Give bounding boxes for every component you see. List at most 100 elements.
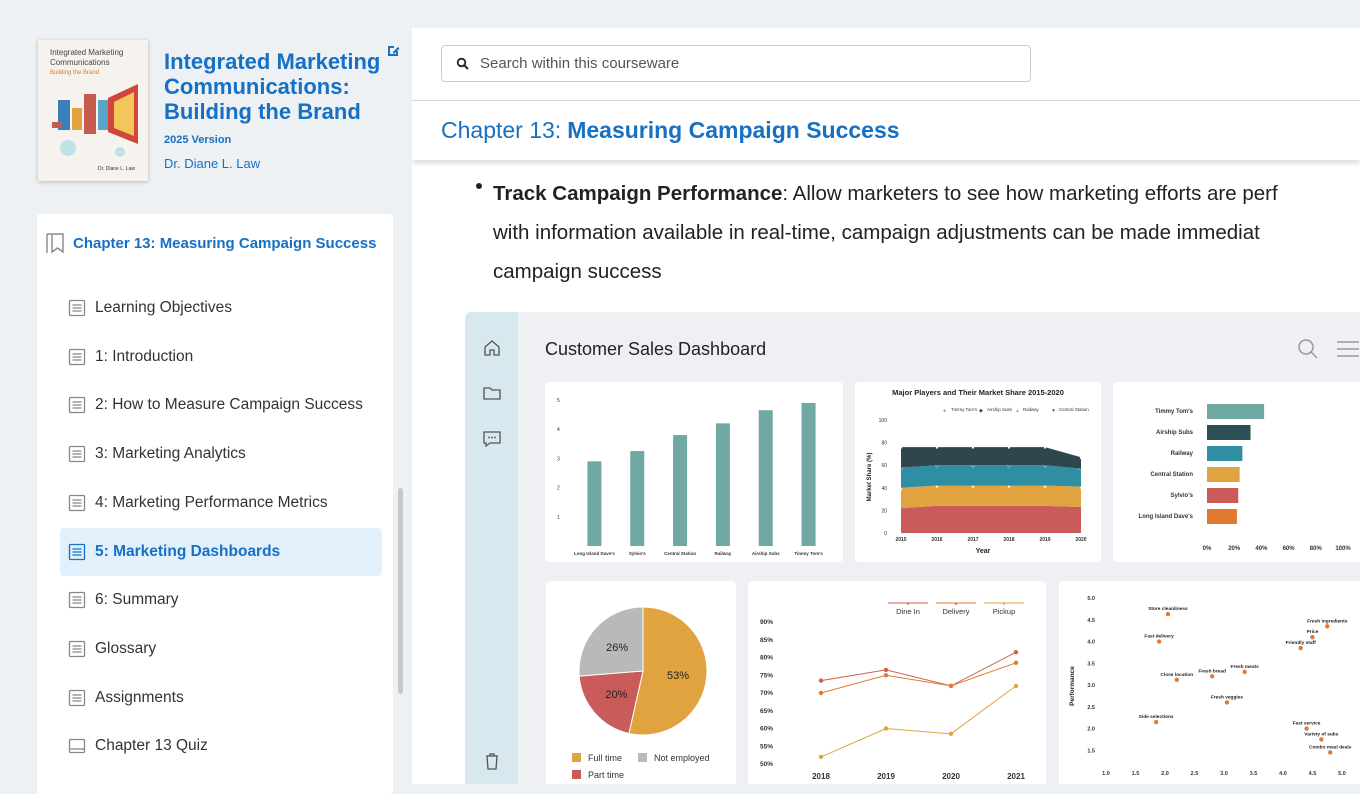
data-point [818, 754, 824, 760]
x-tick-label: Central Station [664, 551, 696, 556]
x-tick-label: 4.0 [1279, 771, 1287, 777]
point-label: Close location [1160, 672, 1193, 678]
page-icon [68, 592, 86, 609]
content-line-3: campaign success [493, 260, 662, 283]
data-point [1156, 639, 1162, 644]
data-point [1153, 719, 1159, 725]
folder-icon [483, 387, 501, 400]
point-label: Price [1307, 629, 1319, 635]
legend-swatch [572, 753, 581, 762]
chapter-title: Measuring Campaign Success [567, 117, 900, 143]
data-point [1013, 660, 1019, 666]
data-point-marker: ● [1079, 455, 1082, 461]
search-icon [456, 57, 469, 70]
y-tick-label: 4.0 [1087, 640, 1095, 646]
toc-item[interactable]: 4: Marketing Performance Metrics [60, 479, 382, 527]
y-tick-label: 2.5 [1087, 705, 1095, 711]
legend-marker: ● [906, 601, 909, 607]
toc-scrollbar[interactable] [398, 488, 403, 694]
y-tick-label: 2.0 [1087, 727, 1095, 733]
slice-label: 53% [667, 670, 689, 682]
chart-title: Major Players and Their Market Share 201… [892, 388, 1064, 397]
toc-chapter-header[interactable]: Chapter 13: Measuring Campaign Success [45, 228, 376, 258]
data-point-marker: ● [1043, 445, 1046, 451]
y-tick-label: 1.5 [1087, 748, 1095, 754]
point-label: Fresh veggies [1211, 694, 1244, 700]
book-title[interactable]: Integrated Marketing Communications: Bui… [164, 49, 381, 124]
bar [630, 451, 645, 546]
chart-panel-hbar: Timmy Tom's Airship Subs Railway Central St… [1113, 382, 1360, 562]
toc-item[interactable]: 5: Marketing Dashboards [60, 527, 382, 576]
dashboard-search-icon [1298, 339, 1318, 359]
bar [1207, 488, 1239, 503]
page-icon [68, 689, 86, 706]
toc-item[interactable]: 2: How to Measure Campaign Success [60, 381, 382, 429]
bullet-dot [476, 183, 482, 189]
y-tick-label: Railway [1171, 451, 1194, 457]
cover-subtitle: Building the Brand [50, 70, 100, 76]
data-point [1319, 737, 1324, 742]
toc-item[interactable]: Assignments [60, 674, 382, 722]
page-icon [68, 445, 86, 463]
toc-item-label: Assignments [95, 688, 184, 706]
legend-marker: ◆ [979, 408, 983, 414]
x-tick-label: 2.0 [1161, 771, 1169, 777]
bar [587, 461, 602, 546]
y-tick-label: 55% [760, 743, 773, 750]
point-label: Fast delivery [1144, 634, 1174, 640]
bar [673, 435, 688, 546]
toc-item-label: 6: Summary [95, 591, 179, 609]
x-tick-label: 5.0 [1338, 771, 1346, 777]
toc-item[interactable]: Glossary [60, 625, 382, 673]
page-icon [68, 640, 86, 658]
toc-item[interactable]: Chapter 13 Quiz [60, 722, 382, 770]
y-tick-label: 80% [760, 655, 773, 662]
toc-item[interactable]: 1: Introduction [60, 333, 382, 381]
page-icon [68, 543, 86, 560]
edit-icon[interactable] [386, 44, 400, 58]
toc-item[interactable]: 6: Summary [60, 576, 382, 624]
chart-panel-scatter: 1.5 2.0 2.5 3.0 3.5 4.0 4.5 5.0 1.0 1.5 2.0 2.5 3.0 3… [1059, 581, 1360, 784]
data-point-marker: ◇ [1043, 463, 1047, 469]
data-point-marker: ▲ [1043, 484, 1048, 490]
toc-item-label: 2: How to Measure Campaign Success [95, 396, 363, 414]
bar [1207, 425, 1251, 440]
book-cover[interactable]: Integrated Marketing Communications Buil… [38, 40, 148, 181]
toc-item[interactable]: Learning Objectives [60, 284, 382, 332]
bar [1207, 446, 1243, 461]
point-label: Side selections [1139, 714, 1174, 720]
trash-icon [486, 753, 498, 770]
data-point-marker: ▲ [971, 484, 976, 490]
data-point [1298, 645, 1303, 651]
search-input[interactable]: Search within this courseware [441, 45, 1031, 82]
bullet-text: : Allow marketers to see how marketing e… [782, 182, 1278, 205]
data-point [883, 673, 889, 678]
x-axis-label: Year [976, 548, 991, 555]
legend-label: Full time [588, 753, 622, 763]
quiz-icon [68, 739, 86, 754]
x-tick-label: Sylvio's [629, 551, 646, 556]
chapter-title-bar: Chapter 13: Measuring Campaign Success [412, 100, 1360, 160]
series-line [820, 651, 1017, 687]
data-point-marker: ● [1007, 445, 1010, 451]
bar [1207, 404, 1265, 419]
x-tick-label: 80% [1310, 546, 1323, 552]
cover-illustration [52, 84, 138, 157]
legend-label: Airship Subs [987, 407, 1013, 412]
toc-item[interactable]: 3: Marketing Analytics [60, 430, 382, 478]
y-tick-label: 4 [557, 427, 560, 433]
legend-label: Railway [1023, 407, 1040, 412]
x-tick-label: 2016 [931, 537, 942, 543]
legend-marker: ▲ [1015, 408, 1020, 414]
area-series [901, 465, 1081, 488]
pie-slice [628, 606, 708, 736]
data-point-marker: ◇ [1079, 467, 1083, 473]
y-tick-label: 65% [760, 708, 773, 715]
y-tick-label: Central Station [1150, 472, 1193, 478]
y-tick-label: 3 [557, 456, 560, 462]
point-label: Store cleanliness [1148, 606, 1188, 612]
x-tick-label: 2019 [1039, 537, 1050, 543]
data-point [1310, 634, 1315, 640]
y-tick-label: Long Island Dave's [1139, 514, 1194, 520]
search-placeholder: Search within this courseware [480, 55, 680, 72]
